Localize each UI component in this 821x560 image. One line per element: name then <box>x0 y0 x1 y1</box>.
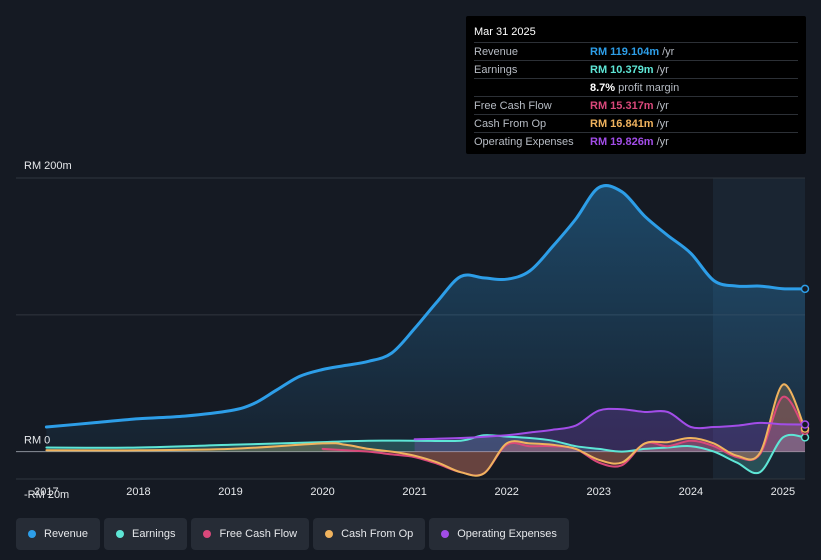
tooltip-row-value: RM 10.379m <box>590 63 654 76</box>
tooltip-row: 8.7% profit margin <box>474 78 798 96</box>
series-line-revenue <box>44 184 807 429</box>
series-line-operating-expenses <box>413 407 806 441</box>
tooltip-date: Mar 31 2025 <box>474 26 536 38</box>
series-area-earnings <box>46 434 805 474</box>
x-tick-label: 2021 <box>402 486 426 498</box>
legend-dot-icon <box>441 530 450 538</box>
x-tick-label: 2017 <box>34 486 58 498</box>
series-line-earnings <box>45 433 806 475</box>
legend-label: Operating Expenses <box>457 528 557 540</box>
legend-item-operating-expenses[interactable]: Operating Expenses <box>429 518 569 550</box>
tooltip-row-value: RM 119.104m <box>590 45 660 58</box>
tooltip-row: Operating Expenses RM 19.826m/yr <box>474 132 798 150</box>
series-area-cash-from-op <box>46 384 805 476</box>
y-tick-label: RM 200m <box>24 160 72 172</box>
tooltip-row-label: Operating Expenses <box>474 135 574 148</box>
legend-item-revenue[interactable]: Revenue <box>16 518 101 550</box>
series-endpoint-revenue <box>800 284 810 294</box>
legend-dot-icon <box>28 530 36 538</box>
legend-item-cash-from-op[interactable]: Cash From Op <box>313 518 426 550</box>
y-tick-label: RM 0 <box>24 435 50 447</box>
legend-dot-icon <box>116 530 125 538</box>
tooltip-row-label: Earnings <box>474 63 518 76</box>
legend-dot-icon <box>203 530 212 538</box>
tooltip-row-value: RM 16.841m <box>590 117 654 130</box>
legend-label: Free Cash Flow <box>219 528 298 540</box>
tooltip-row: Revenue RM 119.104m/yr <box>474 42 798 60</box>
x-tick-label: 2022 <box>494 486 518 498</box>
legend-item-free-cash-flow[interactable]: Free Cash Flow <box>191 518 310 550</box>
x-tick-label: 2025 <box>771 486 795 498</box>
x-tick-label: 2020 <box>310 486 334 498</box>
tooltip-row: Earnings RM 10.379m/yr <box>474 60 798 78</box>
series-endpoint-earnings <box>800 433 810 442</box>
legend-dot-icon <box>325 530 334 538</box>
tooltip-row-unit: profit margin <box>618 81 680 94</box>
tooltip-row: Cash From Op RM 16.841m/yr <box>474 114 798 132</box>
tooltip-row-unit: /yr <box>656 99 669 112</box>
legend-label: Cash From Op <box>341 528 414 540</box>
series-area-revenue <box>46 185 805 452</box>
tooltip-row-value: 8.7% <box>590 81 616 94</box>
legend-item-earnings[interactable]: Earnings <box>104 518 188 550</box>
tooltip-row-unit: /yr <box>656 117 669 130</box>
legend: Revenue Earnings Free Cash Flow Cash From O… <box>16 518 569 550</box>
x-tick-label: 2018 <box>126 486 150 498</box>
series-area-free-cash-flow <box>322 396 805 476</box>
tooltip-row-label: Cash From Op <box>474 117 547 130</box>
legend-label: Revenue <box>44 528 89 540</box>
tooltip-row: Free Cash Flow RM 15.317m/yr <box>474 96 798 114</box>
y-tick-label: -RM 20m <box>24 489 69 501</box>
series-line-cash-from-op <box>45 383 806 477</box>
tooltip-panel: Mar 31 2025 Revenue RM 119.104m/yr Earning… <box>466 16 806 154</box>
legend-label: Earnings <box>132 528 176 540</box>
x-tick-label: 2019 <box>218 486 242 498</box>
tooltip-row-value: RM 19.826m <box>590 135 654 148</box>
tooltip-row-value: RM 15.317m <box>590 99 654 112</box>
x-tick-label: 2023 <box>587 486 611 498</box>
tooltip-row-label: Revenue <box>474 45 519 58</box>
tooltip-row-label: Free Cash Flow <box>474 99 552 112</box>
chart-plot: RM 200m RM 0 -RM 20m 2017 2018 2019 2020 2021 2… <box>16 160 810 501</box>
series-endpoint-operating-expenses <box>800 420 810 429</box>
tooltip-row-unit: /yr <box>656 63 669 76</box>
x-tick-label: 2024 <box>679 486 703 498</box>
tooltip-row-unit: /yr <box>656 135 669 148</box>
tooltip-row-unit: /yr <box>662 45 675 58</box>
